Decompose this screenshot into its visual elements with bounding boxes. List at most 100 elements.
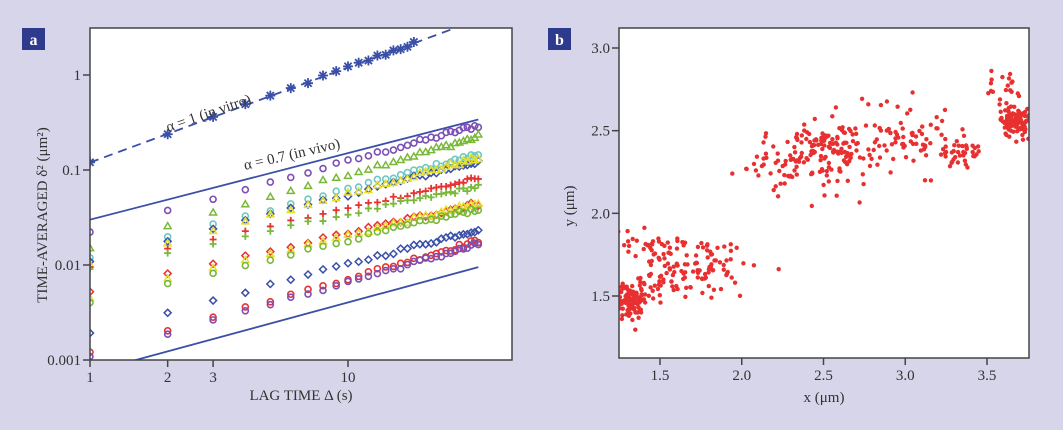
data-point (381, 226, 390, 235)
trajectory-point (771, 187, 776, 193)
data-point (463, 209, 472, 218)
trajectory-point (894, 132, 900, 137)
data-point (303, 78, 314, 89)
data-point (319, 286, 327, 295)
trajectory-point (658, 273, 664, 278)
trajectory-point (642, 225, 647, 230)
trajectory-point (1006, 125, 1011, 130)
data-point (451, 180, 459, 188)
trajectory-point (867, 152, 872, 158)
trajectory-point (763, 134, 768, 139)
trajectory-point (901, 145, 906, 150)
data-point (388, 177, 399, 187)
data-point (344, 211, 352, 219)
trajectory-point (662, 256, 667, 261)
y-tick-label: 1.5 (591, 289, 610, 305)
trajectory-point (1014, 139, 1019, 144)
trajectory-point (861, 181, 866, 187)
trajectory-point (834, 193, 839, 198)
data-point (372, 222, 383, 232)
data-point (388, 249, 398, 259)
trajectory-point (639, 292, 645, 298)
trajectory-point (962, 158, 968, 163)
trajectory-point (711, 287, 717, 292)
trajectory-point (997, 102, 1002, 107)
trajectory-point (623, 294, 628, 299)
data-point (303, 269, 313, 280)
data-point (304, 290, 312, 298)
data-point (209, 240, 217, 248)
trajectory-point (751, 263, 757, 268)
trajectory-point (844, 140, 849, 145)
trajectory-point (822, 193, 827, 198)
trajectory-cluster (763, 105, 871, 173)
trajectory-point (629, 292, 634, 297)
data-point (466, 228, 476, 238)
data-point (208, 259, 218, 269)
trajectory-point (721, 267, 726, 272)
data-point (451, 189, 459, 197)
trajectory-point (648, 285, 653, 290)
data-point (363, 255, 373, 265)
trajectory-point (952, 143, 957, 148)
trajectory-point (963, 162, 968, 167)
trajectory-point (1004, 101, 1009, 106)
trajectory-point (901, 141, 906, 147)
data-point (319, 242, 327, 250)
x-tick-label: 3.5 (978, 368, 997, 384)
data-point (403, 141, 412, 150)
trajectory-point (799, 133, 804, 138)
y-tick-label: 2.0 (591, 206, 610, 222)
trajectory-point (717, 260, 723, 265)
trajectory-point (878, 102, 884, 108)
data-point (441, 204, 451, 213)
trajectory-point (869, 156, 874, 161)
trajectory-point (722, 244, 727, 249)
trajectory-point (826, 165, 832, 170)
trajectory-point (997, 97, 1003, 102)
trajectory-point (705, 255, 710, 260)
trajectory-cluster (986, 68, 1022, 107)
data-point (344, 238, 352, 246)
data-point (389, 223, 398, 232)
trajectory-point (1000, 74, 1005, 80)
trajectory-point (633, 327, 638, 332)
trajectory-cluster (998, 104, 1029, 144)
data-point (163, 236, 173, 246)
trajectory-point (998, 109, 1003, 115)
data-point (402, 243, 413, 254)
trajectory-point (900, 126, 905, 131)
trajectory-point (826, 179, 831, 184)
trajectory-point (922, 178, 928, 183)
data-point (373, 205, 381, 213)
trajectory-point (620, 313, 625, 318)
trajectory-point (820, 146, 825, 152)
trajectory-point (664, 270, 669, 276)
trajectory-point (666, 250, 672, 255)
panel-b: b 1.5 2.0 2.5 3.0 1.5 2.0 2.5 3.0 3.5 x (μm) y … (548, 27, 1030, 406)
trajectory-point (744, 166, 749, 172)
data-point (455, 244, 464, 253)
trajectory-point (934, 115, 939, 120)
trajectory-point (634, 291, 639, 296)
data-point (381, 251, 391, 261)
trajectory-point (934, 126, 939, 131)
data-point (459, 123, 468, 132)
trajectory-point (860, 172, 865, 177)
trajectory-point (824, 173, 829, 178)
data-point (373, 264, 382, 273)
trajectory-point (901, 134, 906, 140)
data-point (459, 152, 468, 161)
trajectory-point (960, 143, 965, 149)
trajectory-point (625, 239, 631, 244)
data-point (303, 199, 313, 209)
data-point (473, 225, 483, 235)
trajectory-point (761, 140, 766, 145)
data-point (470, 239, 479, 248)
trajectory-point (964, 146, 969, 151)
trajectory-point (807, 139, 813, 145)
trajectory-point (658, 300, 663, 305)
trajectory-point (648, 262, 654, 268)
trajectory-point (704, 248, 710, 253)
data-point (319, 192, 327, 200)
